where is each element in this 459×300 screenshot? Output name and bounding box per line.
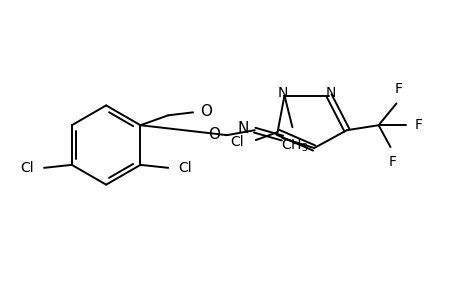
Text: F: F	[388, 155, 396, 169]
Text: O: O	[200, 104, 212, 119]
Text: Cl: Cl	[230, 135, 243, 149]
Text: N: N	[237, 121, 248, 136]
Text: Cl: Cl	[178, 161, 191, 175]
Text: O: O	[207, 127, 219, 142]
Text: F: F	[414, 118, 421, 132]
Text: CH$_3$: CH$_3$	[280, 137, 308, 154]
Text: Cl: Cl	[21, 161, 34, 175]
Text: N: N	[325, 85, 336, 100]
Text: N: N	[277, 85, 287, 100]
Text: F: F	[393, 82, 402, 95]
